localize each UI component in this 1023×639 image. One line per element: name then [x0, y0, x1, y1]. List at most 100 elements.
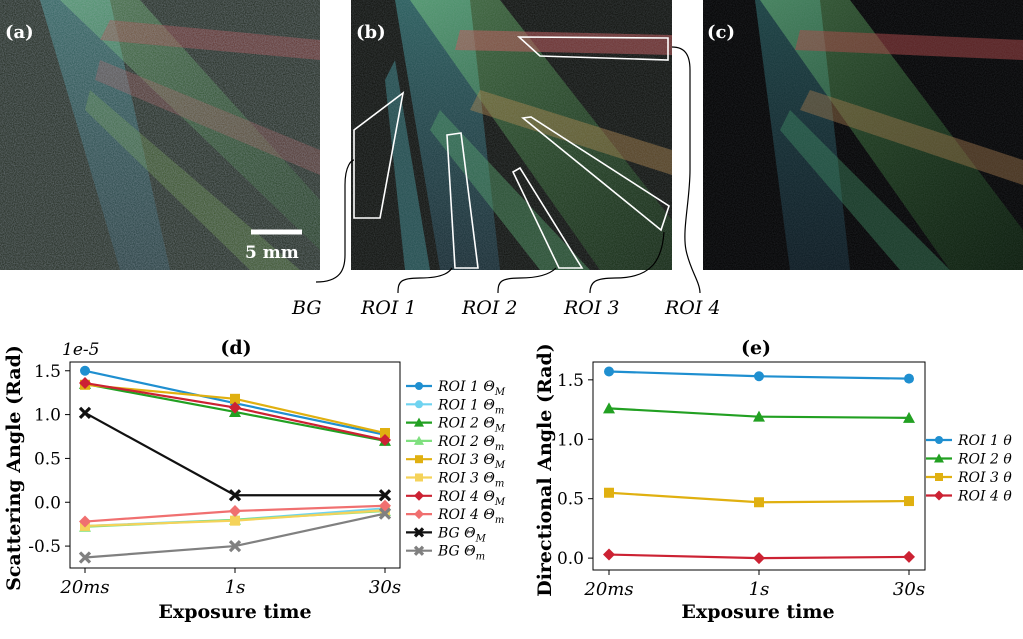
- legend-marker: [934, 453, 944, 463]
- y-tick-label: 0.0: [557, 549, 584, 569]
- x-tick-label: 1s: [225, 577, 246, 598]
- series-1: [603, 402, 915, 423]
- legend-marker: [414, 435, 424, 445]
- data-point: [904, 373, 914, 384]
- chart-d-offset-label: 1e-5: [62, 340, 99, 360]
- legend-label: ROI 2 θ: [957, 452, 1012, 468]
- data-point: [78, 406, 92, 419]
- chart-d-plot-area: [69, 361, 401, 569]
- data-point: [903, 411, 915, 423]
- legend-label-sub: M: [475, 533, 487, 544]
- chart-e-title: (e): [741, 337, 771, 359]
- panel-b-image: [351, 0, 672, 270]
- legend-label-main: ROI 3 Θ: [437, 471, 495, 487]
- chart-e: (e) 0.0 0.5 1.0 1.5 20ms 1s 30s Exposure time…: [534, 337, 1012, 623]
- chart-e-ylabel: Directional Angle (Rad): [534, 343, 556, 597]
- series-9: [78, 507, 392, 564]
- legend-label: ROI 1 θ: [957, 433, 1012, 449]
- data-point: [904, 496, 914, 507]
- series-2: [604, 487, 914, 508]
- series-8: [78, 406, 392, 502]
- legend-marker: [934, 490, 944, 501]
- chart-d-title: (d): [220, 337, 251, 359]
- data-point: [604, 366, 614, 377]
- scale-bar-label: 5 mm: [245, 243, 299, 263]
- series-0: [604, 366, 914, 384]
- chart-e-xlabel: Exposure time: [681, 601, 834, 623]
- data-point: [380, 428, 390, 439]
- data-point: [229, 505, 241, 518]
- legend-label-sub: m: [495, 479, 504, 490]
- legend-label-sub: m: [495, 515, 504, 526]
- legend-marker: [935, 436, 943, 444]
- data-point: [79, 515, 91, 528]
- chart-d-x-ticks: 20ms 1s 30s: [59, 568, 401, 598]
- legend-label-main: ROI 3 Θ: [437, 452, 495, 468]
- data-point: [228, 489, 242, 502]
- y-tick-label: 1.0: [34, 406, 61, 426]
- data-point: [379, 434, 391, 447]
- series-6: [79, 377, 391, 447]
- panel-c-label: (c): [707, 22, 735, 43]
- roi-1-outline: [446, 132, 479, 269]
- chart-d-series: [78, 365, 392, 564]
- data-point: [753, 410, 765, 422]
- data-point: [80, 365, 90, 376]
- roi-label-2: ROI 2: [461, 297, 518, 319]
- legend-label-main: BG Θ: [437, 544, 476, 560]
- data-point: [378, 507, 392, 520]
- legend-label-main: ROI 1 Θ: [437, 379, 495, 395]
- y-tick-label: 0.0: [34, 493, 61, 513]
- data-point: [228, 539, 242, 553]
- legend-marker: [413, 527, 425, 538]
- legend-label-sub: M: [494, 424, 506, 435]
- legend-label: ROI 4 Θm: [437, 507, 504, 526]
- legend-label-sub: M: [494, 387, 506, 398]
- legend-marker: [413, 545, 425, 556]
- roi-connectors: [315, 46, 701, 294]
- legend-label-sub: m: [476, 552, 485, 563]
- roi-label-1: ROI 1: [360, 297, 417, 319]
- legend-marker: [414, 490, 424, 501]
- legend-marker: [415, 400, 423, 409]
- data-point: [753, 552, 765, 565]
- legend-marker: [415, 455, 423, 464]
- y-tick-label: -0.5: [28, 537, 61, 557]
- y-tick-label: 1.5: [34, 362, 61, 382]
- roi-2-outline: [511, 166, 584, 269]
- legend-label: ROI 1 ΘM: [437, 379, 506, 398]
- x-tick-label: 1s: [749, 579, 770, 600]
- chart-e-series: [603, 366, 915, 565]
- x-tick-label: 20ms: [59, 577, 109, 598]
- roi-4-outline: [516, 36, 669, 61]
- legend-marker: [415, 473, 423, 482]
- data-point: [754, 497, 764, 508]
- chart-e-x-ticks: 20ms 1s 30s: [583, 570, 925, 600]
- legend-label-main: ROI 4 Θ: [437, 489, 495, 505]
- data-point: [78, 551, 92, 564]
- legend-label-main: ROI 4 Θ: [437, 507, 495, 523]
- chart-d-xlabel: Exposure time: [158, 601, 311, 623]
- legend-label-main: ROI 2 θ: [957, 452, 1012, 468]
- x-tick-label: 30s: [369, 577, 401, 598]
- legend-label-main: ROI 2 Θ: [437, 434, 495, 450]
- y-tick-label: 1.0: [557, 430, 584, 450]
- panel-a-label: (a): [5, 22, 34, 43]
- data-point: [229, 401, 241, 414]
- data-point: [603, 548, 615, 561]
- legend-marker: [415, 382, 423, 390]
- panel-b-label: (b): [356, 22, 386, 43]
- legend-label-main: ROI 3 θ: [957, 470, 1012, 486]
- data-point: [378, 489, 392, 502]
- legend-label-sub: M: [494, 497, 506, 508]
- chart-e-y-ticks: 0.0 0.5 1.0 1.5: [557, 371, 593, 569]
- series-3: [603, 548, 915, 565]
- legend-label: BG Θm: [437, 544, 485, 563]
- legend-label-main: ROI 2 Θ: [437, 416, 495, 432]
- chart-e-legend: ROI 1 θ ROI 2 θ ROI 3 θ ROI 4 θ: [926, 433, 1012, 505]
- y-tick-label: 0.5: [557, 490, 584, 510]
- panel-c-image: [703, 0, 1023, 270]
- data-point: [230, 515, 240, 526]
